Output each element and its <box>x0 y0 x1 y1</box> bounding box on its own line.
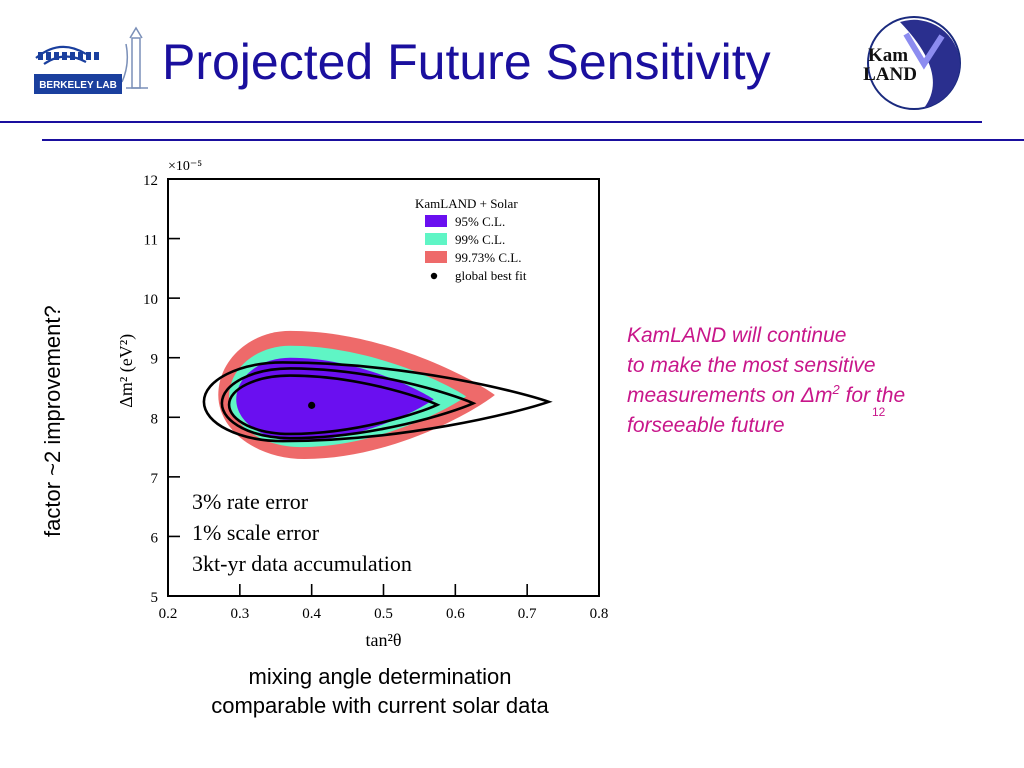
note-m: m <box>815 384 833 407</box>
figure-caption: mixing angle determination comparable wi… <box>170 662 590 720</box>
note-line-2: to make the most sensitive <box>627 354 876 377</box>
chart-annotation-3: 3kt-yr data accumulation <box>192 551 412 576</box>
note-delta-symbol: Δ <box>800 384 816 407</box>
projected-contour-3 <box>202 361 553 443</box>
x-tick-label-1: 0.3 <box>230 606 249 622</box>
legend-label-1: 95% C.L. <box>455 214 505 229</box>
legend-label-3: 99.73% C.L. <box>455 250 521 265</box>
header-rule-bottom <box>42 139 1024 141</box>
kamland-logo: Kam LAND <box>860 14 968 112</box>
y-axis-label: Δm² (eV²) <box>120 334 137 408</box>
y-multiplier: ×10⁻⁵ <box>168 159 202 174</box>
x-tick-label-6: 0.8 <box>590 606 609 622</box>
x-tick-label-0: 0.2 <box>159 606 178 622</box>
plot-frame <box>167 178 600 597</box>
x-axis-label: tan²θ <box>365 630 401 650</box>
chart-svg: 0.2 0.3 0.4 0.5 0.6 0.7 0.8 5 6 7 8 9 10 11 12 ×10⁻⁵ tan… <box>116 159 609 650</box>
berkeley-lab-text: BERKELEY LAB <box>39 80 117 91</box>
y-tick-label-0: 5 <box>151 590 159 606</box>
legend-swatch-1 <box>425 215 447 227</box>
x-tick-label-4: 0.6 <box>446 606 465 622</box>
side-label: factor ~2 improvement? <box>40 305 65 537</box>
slide-title: Projected Future Sensitivity <box>162 34 771 90</box>
y-tick-label-5: 10 <box>143 292 158 308</box>
y-tick-label-1: 6 <box>151 530 159 546</box>
note-line-3: measurements on Δm2 for the <box>627 381 905 411</box>
legend-swatch-3 <box>425 251 447 263</box>
y-tick-label-6: 11 <box>144 233 158 249</box>
berkeley-lab-logo: BERKELEY LAB <box>30 24 156 100</box>
caption-line-1: mixing angle determination <box>248 664 512 689</box>
kamland-logo-text-bottom: LAND <box>863 64 917 85</box>
contour-figure: 0.2 0.3 0.4 0.5 0.6 0.7 0.8 5 6 7 8 9 10 11 12 ×10⁻⁵ tan… <box>116 150 610 655</box>
legend-swatch-2 <box>425 233 447 245</box>
x-tick-label-2: 0.4 <box>302 606 321 622</box>
caption-line-2: comparable with current solar data <box>211 693 549 718</box>
legend-swatch-best-fit <box>430 272 438 280</box>
legend-label-4: global best fit <box>455 268 527 283</box>
y-tick-label-2: 7 <box>151 471 159 487</box>
chart-annotation-2: 1% scale error <box>192 520 320 545</box>
sensitivity-note: KamLAND will continue to make the most s… <box>627 321 905 441</box>
chart-annotation-1: 3% rate error <box>192 489 309 514</box>
legend-title: KamLAND + Solar <box>415 196 518 211</box>
x-tick-label-5: 0.7 <box>518 606 537 622</box>
note-line-4: forseeable future <box>627 414 785 437</box>
y-tick-label-7: 12 <box>143 173 158 189</box>
projected-contour-1 <box>227 374 441 436</box>
kamland-logo-text-top: Kam <box>868 45 908 66</box>
legend-label-2: 99% C.L. <box>455 232 505 247</box>
y-tick-label-4: 9 <box>151 352 159 368</box>
best-fit-point <box>308 401 316 409</box>
note-line-1: KamLAND will continue <box>627 324 847 347</box>
x-tick-label-3: 0.5 <box>374 606 393 622</box>
header-rule-top <box>0 121 982 123</box>
projected-contour-2 <box>220 367 477 440</box>
y-tick-label-3: 8 <box>151 411 159 427</box>
note-line-3-post: for the <box>839 384 906 407</box>
note-superscript: 2 <box>832 382 840 397</box>
note-line-3-pre: measurements on <box>627 384 801 407</box>
page-number: 12 <box>872 405 886 419</box>
